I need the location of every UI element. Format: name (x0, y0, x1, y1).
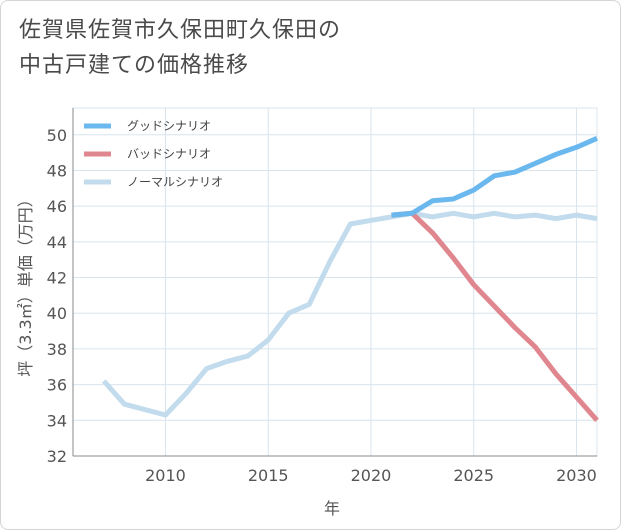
x-tick-label: 2025 (453, 466, 494, 485)
x-tick-label: 2015 (248, 466, 289, 485)
x-tick-label: 2020 (351, 466, 392, 485)
y-tick-label: 42 (47, 269, 67, 288)
y-tick-label: 34 (47, 411, 67, 430)
y-tick-label: 46 (47, 197, 67, 216)
y-tick-label: 38 (47, 340, 67, 359)
x-tick-label: 2010 (145, 466, 186, 485)
y-tick-label: 50 (47, 126, 67, 145)
y-tick-label: 44 (47, 233, 67, 252)
chart-title-line1: 佐賀県佐賀市久保田町久保田の (19, 18, 342, 43)
chart-title-line2: 中古戸建ての価格推移 (19, 53, 250, 78)
y-tick-label: 48 (47, 161, 67, 180)
grid-lines (72, 107, 598, 457)
y-axis-label: 坪（3.3㎡）単価（万円） (16, 191, 35, 376)
series-line-2 (101, 210, 598, 418)
legend-label-0: グッドシナリオ (127, 119, 211, 133)
series-lines (101, 136, 599, 422)
axes: 2010 2015 2020 2025 2030 32 34 36 38 40 42 44 46 48 50… (16, 108, 597, 518)
series-line-0 (391, 136, 599, 218)
y-tick-label: 36 (47, 376, 67, 395)
legend-label-2: ノーマルシナリオ (127, 175, 223, 189)
legend-label-1: バッドシナリオ (127, 147, 211, 161)
plot-area (72, 107, 598, 457)
y-tick-label: 40 (47, 304, 67, 323)
x-tick-label: 2030 (556, 466, 597, 485)
series-line-1 (391, 210, 599, 422)
x-axis-label: 年 (324, 499, 340, 518)
y-tick-label: 32 (47, 447, 67, 466)
chart-title: 佐賀県佐賀市久保田町久保田の 中古戸建ての価格推移 (19, 13, 579, 83)
